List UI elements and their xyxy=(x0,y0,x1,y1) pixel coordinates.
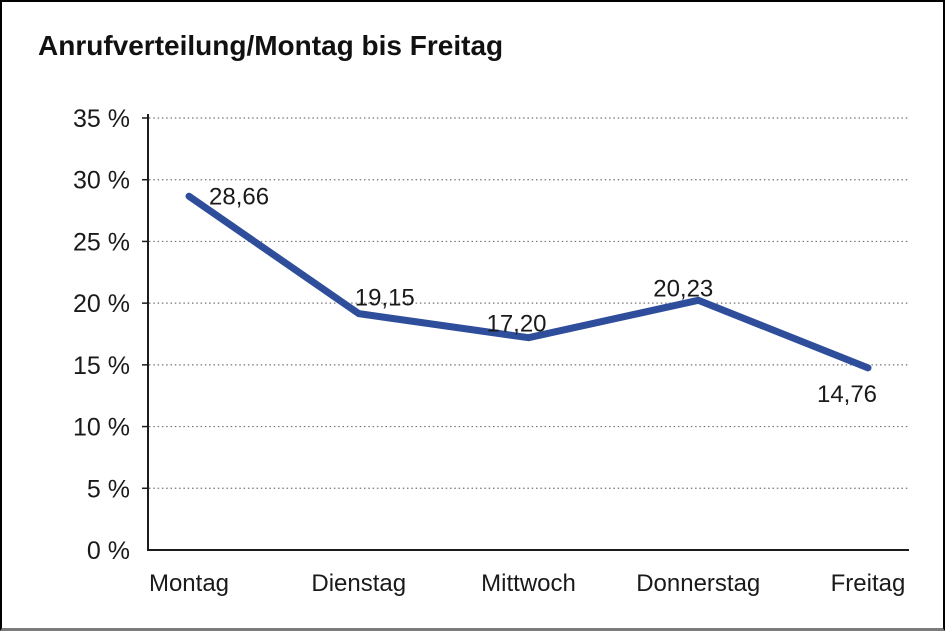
x-tick-label: Montag xyxy=(149,570,229,597)
y-tick-label: 25 % xyxy=(73,228,130,256)
y-tick-label: 30 % xyxy=(73,167,130,195)
data-point-label: 19,15 xyxy=(355,285,415,312)
y-tick-label: 0 % xyxy=(87,537,130,565)
data-point-label: 14,76 xyxy=(817,381,877,408)
y-tick-label: 10 % xyxy=(73,414,130,442)
y-tick-label: 35 % xyxy=(73,105,130,133)
data-point-label: 17,20 xyxy=(486,311,546,338)
y-tick-label: 5 % xyxy=(87,475,130,503)
data-point-label: 28,66 xyxy=(209,183,269,210)
x-tick-label: Donnerstag xyxy=(636,570,760,597)
chart-title: Anrufverteilung/Montag bis Freitag xyxy=(38,30,504,61)
x-tick-label: Dienstag xyxy=(311,570,406,597)
y-tick-label: 20 % xyxy=(73,290,130,318)
y-tick-label: 15 % xyxy=(73,352,130,380)
x-tick-label: Freitag xyxy=(831,570,906,597)
x-tick-label: Mittwoch xyxy=(481,570,576,597)
data-point-label: 20,23 xyxy=(653,275,713,302)
data-line xyxy=(185,192,872,372)
